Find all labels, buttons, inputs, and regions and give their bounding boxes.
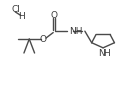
Text: O: O: [50, 11, 57, 20]
Text: H: H: [18, 12, 25, 21]
Text: NH: NH: [69, 27, 82, 36]
Text: O: O: [40, 35, 47, 44]
Text: H: H: [103, 49, 109, 58]
Text: N: N: [98, 49, 105, 58]
Text: Cl: Cl: [11, 5, 20, 14]
